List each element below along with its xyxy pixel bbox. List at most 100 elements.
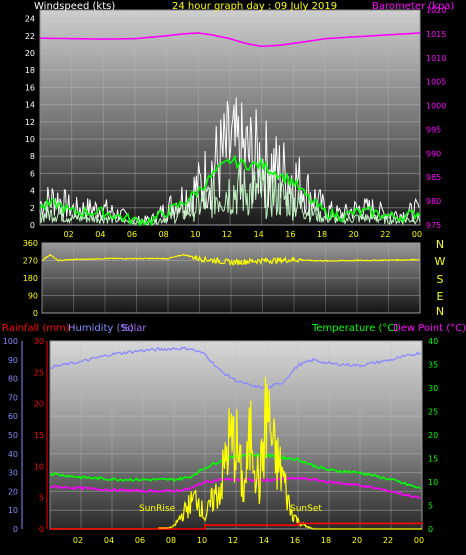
- temperature-tick-label: 40: [428, 337, 438, 346]
- x-tick-label: 10: [190, 230, 200, 239]
- right-tick-label: 1000: [426, 102, 446, 111]
- wind-axis-label: Windspeed (kts): [34, 1, 115, 12]
- y-tick-label: 8: [30, 152, 35, 161]
- temperature-axis-label: Temperature (°C): [311, 323, 398, 334]
- humidity-axis-label: Humidity (%): [68, 323, 134, 334]
- x-tick-label: 04: [104, 536, 114, 545]
- x-tick-label: 02: [73, 536, 83, 545]
- x-tick-label: 16: [285, 230, 295, 239]
- x-tick-label: 02: [64, 230, 74, 239]
- right-tick-label: 980: [426, 197, 441, 206]
- y-tick-label: 4: [30, 187, 35, 196]
- compass-label: S: [437, 273, 444, 286]
- temperature-tick-label: 35: [428, 361, 438, 370]
- y-tick-label: 2: [30, 204, 35, 213]
- humidity-tick-label: 80: [8, 375, 18, 384]
- temperature-tick-label: 30: [428, 384, 438, 393]
- y-tick-label: 12: [25, 118, 35, 127]
- y-tick-label: 6: [30, 169, 35, 178]
- rain-tick-label: 20: [34, 400, 44, 409]
- y-tick-label: 270: [23, 257, 38, 266]
- y-tick-label: 360: [23, 239, 38, 248]
- temperature-series: [49, 452, 422, 490]
- x-tick-label: 20: [349, 230, 359, 239]
- lull-series: [39, 165, 421, 226]
- right-tick-label: 975: [426, 221, 441, 230]
- x-tick-label: 08: [166, 536, 176, 545]
- sunrise-annotation: SunRise: [139, 504, 176, 514]
- compass-label: N: [436, 238, 444, 251]
- right-tick-label: 990: [426, 149, 441, 158]
- rain-tick-label: 15: [34, 431, 44, 440]
- compass-label: E: [437, 290, 444, 303]
- direction-series: [42, 253, 420, 266]
- x-tick-label: 04: [95, 230, 105, 239]
- humidity-tick-label: 50: [8, 431, 18, 440]
- x-tick-label: 18: [317, 230, 327, 239]
- compass-label: W: [435, 255, 446, 268]
- wind-plot-area: [39, 9, 421, 226]
- y-tick-label: 180: [23, 274, 38, 283]
- y-tick-label: 10: [25, 135, 35, 144]
- right-tick-label: 1020: [426, 6, 446, 15]
- rainfall-axis-label: Rainfall (mm): [2, 323, 70, 334]
- rain-tick-label: 5: [39, 494, 44, 503]
- x-tick-label: 00: [414, 536, 424, 545]
- y-tick-label: 0: [33, 309, 38, 318]
- right-tick-label: 1005: [426, 78, 446, 87]
- x-tick-label: 22: [380, 230, 390, 239]
- solar-series: [50, 377, 422, 530]
- rain-tick-label: 30: [34, 337, 44, 346]
- humidity-tick-label: 100: [3, 337, 18, 346]
- x-tick-label: 10: [197, 536, 207, 545]
- x-tick-label: 20: [352, 536, 362, 545]
- rain-tick-label: 10: [34, 462, 44, 471]
- barometer-series: [40, 32, 421, 48]
- chart-title: 24 hour graph day : 09 July 2019: [172, 1, 337, 12]
- rain-tick-label: 0: [39, 525, 44, 534]
- humidity-tick-label: 60: [8, 412, 18, 421]
- right-tick-label: 995: [426, 125, 441, 134]
- humidity-tick-label: 90: [8, 356, 18, 365]
- humidity-tick-label: 30: [8, 469, 18, 478]
- humidity-tick-label: 40: [8, 450, 18, 459]
- solar-axis-label: Solar: [121, 323, 147, 334]
- x-tick-label: 16: [290, 536, 300, 545]
- x-tick-label: 12: [228, 536, 238, 545]
- humidity-tick-label: 10: [8, 506, 18, 515]
- average-series: [39, 154, 421, 227]
- y-tick-label: 14: [25, 101, 35, 110]
- x-tick-label: 00: [412, 230, 422, 239]
- temperature-tick-label: 10: [428, 478, 438, 487]
- x-tick-label: 14: [254, 230, 264, 239]
- temperature-tick-label: 15: [428, 455, 438, 464]
- y-tick-label: 22: [25, 32, 35, 41]
- right-tick-label: 1010: [426, 54, 446, 63]
- compass-label: N: [436, 305, 444, 318]
- y-tick-label: 20: [25, 49, 35, 58]
- y-tick-label: 24: [25, 15, 35, 24]
- x-tick-label: 18: [321, 536, 331, 545]
- barometer-axis-label: Barometer (kpa): [372, 1, 454, 12]
- y-tick-label: 16: [25, 83, 35, 92]
- sunset-annotation: SunSet: [290, 504, 322, 514]
- right-tick-label: 1015: [426, 30, 446, 39]
- x-tick-label: 08: [159, 230, 169, 239]
- dewpoint-axis-label: Dew Point (°C): [393, 323, 466, 334]
- temperature-tick-label: 0: [428, 525, 433, 534]
- right-tick-label: 985: [426, 173, 441, 182]
- x-tick-label: 12: [222, 230, 232, 239]
- temperature-tick-label: 20: [428, 431, 438, 440]
- y-tick-label: 18: [25, 66, 35, 75]
- humidity-tick-label: 70: [8, 393, 18, 402]
- temperature-tick-label: 5: [428, 502, 433, 511]
- humidity-tick-label: 0: [13, 525, 18, 534]
- x-tick-label: 22: [383, 536, 393, 545]
- humidity-tick-label: 20: [8, 487, 18, 496]
- y-tick-label: 0: [30, 221, 35, 230]
- x-tick-label: 06: [127, 230, 137, 239]
- direction-plot-area: [41, 242, 421, 314]
